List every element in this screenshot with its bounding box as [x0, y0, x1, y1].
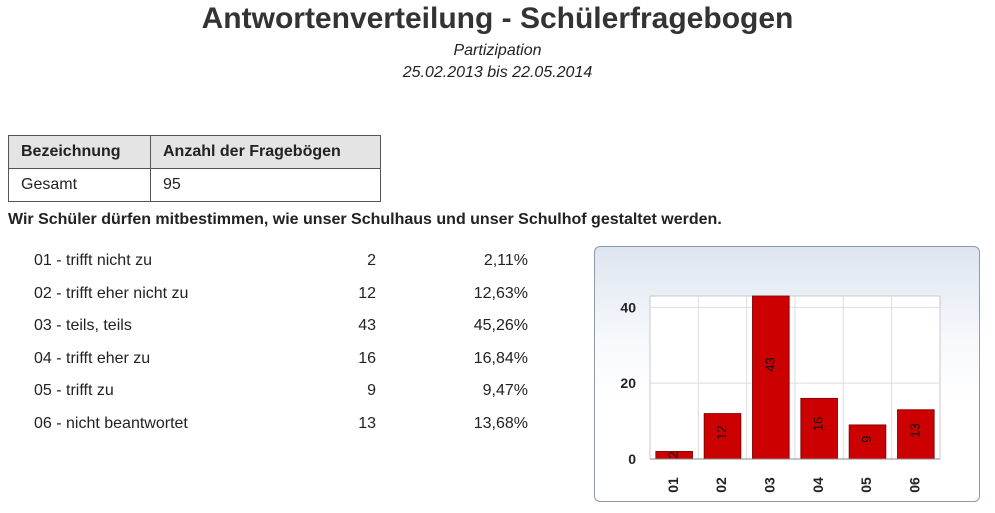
summary-header-row: Bezeichnung Anzahl der Fragebögen: [8, 135, 381, 169]
bar: [848, 424, 887, 460]
answer-label: 01 - trifft nicht zu: [34, 252, 152, 269]
bar: [752, 295, 790, 460]
summary-cell-count: 95: [150, 168, 381, 202]
summary-header-bezeichnung: Bezeichnung: [8, 135, 151, 169]
answer-percent: 16,84%: [473, 349, 528, 367]
answer-percent: 9,47%: [482, 382, 528, 400]
data-label: 2: [666, 451, 681, 458]
answer-count: 43: [358, 317, 376, 335]
x-tick-label: 05: [858, 477, 874, 493]
data-label: 12: [714, 425, 729, 439]
data-label: 16: [811, 417, 826, 431]
x-tick-label: 04: [810, 477, 826, 493]
answer-count: 12: [358, 284, 376, 302]
x-tick-label: 03: [762, 477, 778, 493]
question-text: Wir Schüler dürfen mitbestimmen, wie uns…: [8, 211, 722, 228]
answer-count: 2: [367, 252, 376, 269]
x-tick-label: 06: [907, 477, 923, 493]
bar: [800, 397, 838, 460]
y-tick-label: 0: [628, 451, 636, 467]
answer-label: 04 - trifft eher zu: [34, 349, 151, 367]
data-label: 43: [762, 357, 777, 371]
answer-label: 03 - teils, teils: [34, 317, 132, 335]
data-label: 13: [907, 423, 922, 437]
bar-chart: 0 20 40 2 01 12 02 43 03 16 04 9 05 13 06: [620, 295, 941, 493]
summary-header-anzahl: Anzahl der Fragebögen: [150, 135, 381, 169]
page-subtitle: Partizipation: [453, 42, 542, 59]
answer-label: 06 - nicht beantwortet: [34, 414, 188, 432]
x-tick-label: 01: [665, 477, 681, 493]
answer-count: 9: [367, 382, 376, 400]
x-tick-label: 02: [713, 477, 729, 493]
date-range: 25.02.2013 bis 22.05.2014: [402, 64, 593, 81]
page-title: Antwortenverteilung - Schülerfragebogen: [201, 2, 794, 35]
answer-percent: 12,63%: [473, 284, 528, 302]
data-label: 9: [859, 436, 874, 443]
answer-percent: 45,26%: [473, 317, 528, 335]
answer-percent: 13,68%: [473, 414, 528, 432]
summary-table: Bezeichnung Anzahl der Fragebögen Gesamt…: [8, 135, 381, 202]
table-row: Gesamt 95: [8, 168, 381, 202]
summary-cell-label: Gesamt: [8, 168, 151, 202]
chart-panel: 0 20 40 2 01 12 02 43 03 16 04 9 05 13 06: [594, 246, 980, 502]
answer-percent: 2,11%: [483, 252, 528, 269]
answer-label: 02 - trifft eher nicht zu: [34, 284, 189, 302]
answer-count: 13: [358, 414, 376, 432]
y-tick-label: 40: [620, 299, 636, 315]
y-tick-label: 20: [620, 375, 636, 391]
answer-count: 16: [358, 349, 376, 367]
answer-label: 05 - trifft zu: [34, 382, 114, 400]
